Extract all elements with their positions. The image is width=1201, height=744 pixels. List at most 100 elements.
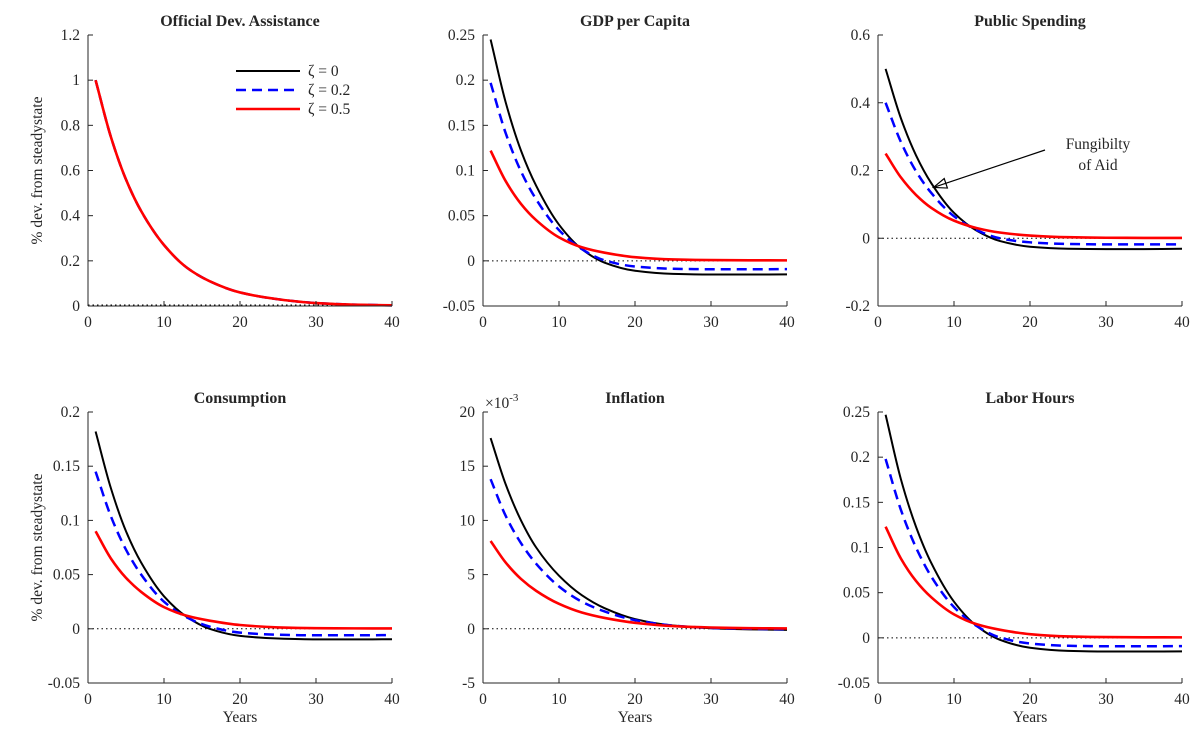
y-tick-label: -0.05 (48, 675, 81, 692)
y-axis-multiplier: ×10-3 (485, 392, 519, 412)
y-tick-label: 1.2 (61, 27, 80, 44)
y-tick-label: -0.2 (845, 298, 870, 315)
y-tick-label: 0.6 (851, 27, 871, 44)
y-tick-label: 0 (467, 621, 475, 638)
x-tick-label: 10 (946, 314, 962, 331)
x-tick-label: 40 (1174, 314, 1190, 331)
x-tick-label: 40 (1174, 691, 1190, 708)
y-tick-label: 0.05 (53, 567, 80, 584)
legend: ζ = 0 ζ = 0.2 ζ = 0.5 (236, 63, 351, 118)
x-axis-label: Years (1013, 709, 1048, 726)
x-tick-label: 20 (232, 691, 248, 708)
x-tick-label: 20 (1022, 314, 1038, 331)
x-tick-label: 40 (779, 314, 795, 331)
y-tick-label: 0.15 (53, 458, 80, 475)
y-tick-label: 0.6 (61, 163, 81, 180)
series-line-0-5 (884, 526, 1183, 639)
y-tick-label: 0.2 (61, 253, 80, 270)
x-tick-label: 0 (479, 691, 487, 708)
y-tick-label: -0.05 (838, 675, 871, 692)
x-tick-label: 10 (156, 691, 172, 708)
y-tick-label: 0.1 (61, 512, 80, 529)
series-line-0-2 (489, 82, 788, 271)
panel-title: Consumption (194, 390, 287, 407)
x-tick-label: 30 (1098, 314, 1114, 331)
annotation-arrow-head (931, 177, 949, 189)
y-tick-label: 0.1 (456, 163, 475, 180)
x-tick-label: 20 (627, 691, 643, 708)
series-line-0-5 (884, 152, 1183, 240)
y-tick-label: 10 (460, 512, 476, 529)
x-tick-label: 30 (308, 691, 324, 708)
y-tick-label: 0.15 (843, 494, 870, 511)
series-line-0 (489, 437, 788, 631)
x-tick-label: 20 (1022, 691, 1038, 708)
y-tick-label: 1 (72, 72, 80, 89)
x-axis-label: Years (223, 709, 258, 726)
legend-label: ζ = 0 (308, 63, 339, 80)
x-tick-label: 10 (551, 314, 567, 331)
series-line-0-5 (94, 530, 393, 630)
x-tick-label: 30 (703, 314, 719, 331)
x-tick-label: 40 (384, 314, 400, 331)
series-line-0 (884, 68, 1183, 251)
y-tick-label: -5 (462, 675, 475, 692)
series-line-0-2 (884, 102, 1182, 246)
series-line-0-2 (489, 478, 788, 631)
y-tick-label: 0 (72, 298, 80, 315)
annotation-arrow-shaft (933, 149, 1046, 189)
panel-title: Public Spending (974, 13, 1086, 30)
x-tick-label: 10 (156, 314, 172, 331)
y-tick-label: 0 (862, 630, 870, 647)
y-tick-label: 0.1 (851, 540, 870, 557)
x-tick-label: 10 (551, 691, 567, 708)
annotation-line-2: of Aid (1078, 157, 1117, 174)
x-tick-label: 0 (874, 314, 882, 331)
y-tick-label: 0 (467, 253, 475, 270)
annotation-line-1: Fungibilty (1066, 136, 1131, 153)
series-line-0 (884, 414, 1183, 653)
y-tick-label: 0.15 (448, 117, 475, 134)
panel-title: Inflation (605, 390, 665, 407)
panel-1: Official Dev. Assistance 0 10 20 30 40 0 0.2 0.4… (29, 13, 400, 331)
series-line-0-2 (94, 471, 393, 637)
y-tick-label: 5 (467, 567, 475, 584)
y-axis-label: % dev. from steadystate (29, 96, 46, 244)
y-tick-label: 0.2 (851, 163, 870, 180)
x-tick-label: 10 (946, 691, 962, 708)
x-tick-label: 30 (308, 314, 324, 331)
x-tick-label: 0 (874, 691, 882, 708)
x-tick-label: 30 (703, 691, 719, 708)
series-line-0 (94, 431, 393, 641)
x-tick-label: 20 (232, 314, 248, 331)
x-tick-label: 0 (479, 314, 487, 331)
legend-label: ζ = 0.5 (308, 101, 351, 118)
x-tick-label: 0 (84, 314, 92, 331)
series-line-0-5 (489, 540, 788, 630)
y-tick-label: 0.8 (61, 117, 81, 134)
y-tick-label: 0 (862, 230, 870, 247)
y-axis-label: % dev. from steadystate (29, 473, 46, 621)
y-tick-label: 0.4 (851, 95, 871, 112)
x-tick-label: 0 (84, 691, 92, 708)
x-tick-label: 20 (627, 314, 643, 331)
y-tick-label: 0.25 (843, 404, 870, 421)
y-tick-label: 20 (460, 404, 476, 421)
series-line-0 (489, 39, 788, 276)
y-tick-label: 0.05 (843, 585, 870, 602)
panel-title: GDP per Capita (580, 13, 690, 30)
y-tick-label: 15 (460, 458, 476, 475)
x-tick-label: 40 (384, 691, 400, 708)
y-tick-label: 0.2 (61, 404, 80, 421)
y-tick-label: 0 (72, 621, 80, 638)
panel-title: Labor Hours (985, 390, 1074, 407)
legend-label: ζ = 0.2 (308, 82, 350, 99)
y-tick-label: -0.05 (443, 298, 476, 315)
series-line-0-5 (94, 79, 393, 307)
series-line-0-5 (489, 150, 788, 262)
